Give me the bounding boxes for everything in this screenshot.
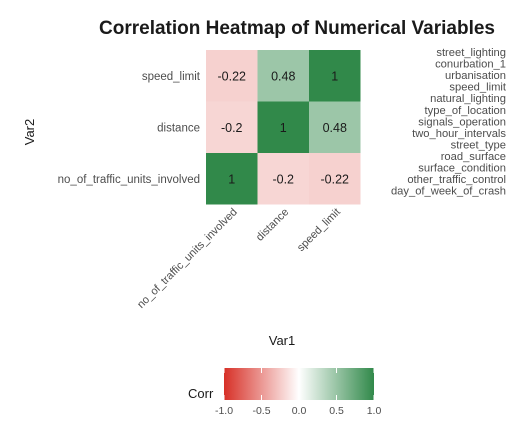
heatmap-cell [309, 50, 361, 102]
heatmap-cells: 1 -0.2 -0.22 -0.2 1 0.48 -0.22 0.48 1 [206, 50, 361, 205]
heatmap-cell [257, 153, 309, 205]
heatmap-cell [206, 101, 258, 153]
x-tick-label: distance [254, 206, 291, 243]
color-legend: Corr -1.0 -0.5 0.0 0.5 1.0 [188, 368, 381, 417]
cell-value-label: 1 [228, 172, 235, 186]
legend-tick-label: -1.0 [215, 405, 233, 417]
heatmap-cell [206, 50, 258, 102]
side-label-list: street_lightingconurbation_1urbanisation… [391, 47, 507, 198]
side-label: day_of_week_of_crash [391, 186, 506, 198]
heatmap-cell [309, 153, 361, 205]
y-axis-label: Var2 [22, 119, 37, 146]
side-label: street_lighting [436, 47, 506, 59]
legend-tick-label: 0.0 [292, 405, 307, 417]
cell-value-label: 0.48 [271, 69, 295, 83]
cell-value-label: -0.2 [221, 121, 243, 135]
cell-value-label: -0.22 [218, 69, 247, 83]
legend-tick-label: 0.5 [329, 405, 344, 417]
side-label: speed_limit [449, 82, 506, 94]
y-axis-ticks: no_of_traffic_units_involved distance spee… [58, 71, 201, 186]
x-axis-ticks: no_of_traffic_units_involved distance spee… [135, 206, 343, 311]
y-tick-label: no_of_traffic_units_involved [58, 174, 200, 186]
side-label: type_of_location [425, 105, 506, 117]
cell-value-label: 0.48 [323, 121, 347, 135]
side-label: signals_operation [418, 116, 506, 128]
legend-title: Corr [188, 386, 214, 401]
side-label: street_type [451, 139, 506, 151]
cell-value-label: 1 [280, 121, 287, 135]
legend-tick-label: 1.0 [367, 405, 382, 417]
side-label: conurbation_1 [435, 59, 506, 71]
side-label: urbanisation [445, 70, 506, 82]
cell-value-label: 1 [331, 69, 338, 83]
side-label: other_traffic_control [407, 174, 506, 186]
side-label: surface_condition [418, 163, 506, 175]
cell-value-label: -0.2 [272, 172, 294, 186]
heatmap-cell [257, 101, 309, 153]
legend-ticks: -1.0 -0.5 0.0 0.5 1.0 [215, 368, 381, 417]
x-tick-label: no_of_traffic_units_involved [135, 206, 240, 311]
x-axis-label: Var1 [269, 333, 296, 348]
y-tick-label: distance [157, 122, 200, 134]
chart-title: Correlation Heatmap of Numerical Variabl… [99, 18, 495, 39]
heatmap-cell [257, 50, 309, 102]
y-tick-label: speed_limit [142, 71, 201, 83]
side-label: natural_lighting [430, 93, 506, 105]
side-label: road_surface [441, 151, 506, 163]
heatmap-cell [309, 101, 361, 153]
heatmap-cell [206, 153, 258, 205]
legend-colorbar [224, 368, 374, 400]
legend-tick-label: -0.5 [252, 405, 270, 417]
side-label: two_hour_intervals [412, 128, 506, 140]
cell-value-label: -0.22 [321, 172, 350, 186]
x-tick-label: speed_limit [295, 206, 343, 254]
